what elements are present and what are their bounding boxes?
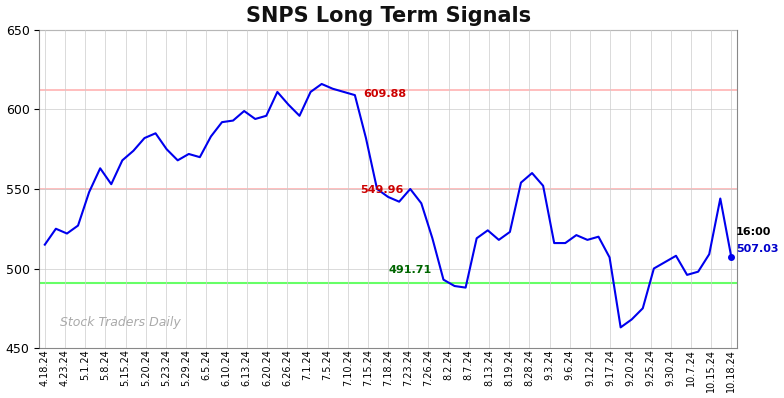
Text: 507.03: 507.03 xyxy=(736,244,779,254)
Text: 16:00: 16:00 xyxy=(736,227,771,237)
Text: 549.96: 549.96 xyxy=(361,185,404,195)
Text: 609.88: 609.88 xyxy=(364,89,407,100)
Title: SNPS Long Term Signals: SNPS Long Term Signals xyxy=(245,6,531,25)
Text: Stock Traders Daily: Stock Traders Daily xyxy=(60,316,181,329)
Text: 491.71: 491.71 xyxy=(388,265,431,275)
